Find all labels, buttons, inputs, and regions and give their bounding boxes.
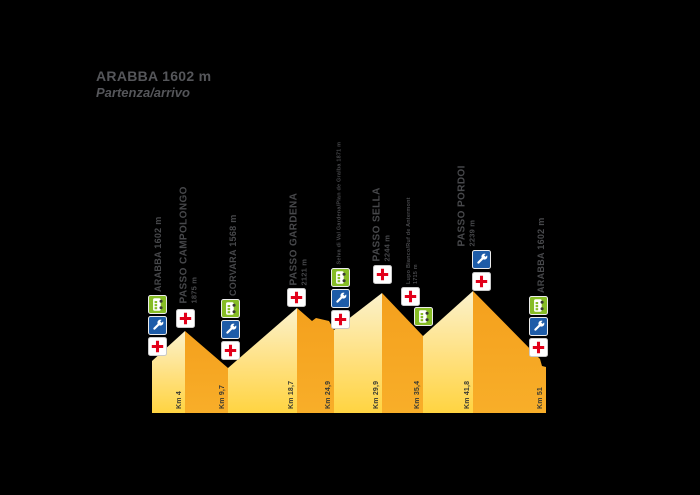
shuttle-bus-stop-icon [148, 295, 167, 314]
first-aid-icon [529, 338, 548, 357]
place-name: CORVARA 1568 m [228, 214, 238, 296]
first-aid-icon [148, 337, 167, 356]
start-finish-subtitle: Partenza/arrivo [96, 85, 190, 100]
label-arabba-finish: ARABBA 1602 m [536, 217, 546, 293]
label-passo-sella: PASSO SELLA 2244 m [371, 186, 393, 261]
shuttle-bus-stop-icon [414, 307, 433, 326]
km-marker: Km 18,7 [288, 380, 295, 409]
place-elevation: 1875 m [189, 276, 199, 303]
descent-face [185, 331, 228, 413]
first-aid-icon [373, 265, 392, 284]
shuttle-bus-stop-icon [331, 268, 350, 287]
km-marker: Km 51 [537, 386, 544, 409]
place-name: PASSO GARDENA [288, 192, 300, 285]
mechanical-assistance-icon [472, 250, 491, 269]
first-aid-icon [331, 310, 350, 329]
label-passo-gardena: PASSO GARDENA 2121 m [288, 192, 310, 285]
mechanical-assistance-icon [529, 317, 548, 336]
label-corvara: CORVARA 1568 m [228, 214, 238, 296]
place-elevation: 2121 m [299, 258, 309, 285]
ascent-face [228, 308, 297, 413]
place-name: PASSO CAMPOLONGO [178, 185, 190, 303]
first-aid-icon [176, 309, 195, 328]
place-elevation: 1715 m [412, 264, 419, 284]
place-name: Lupo Bianco/Ruf de Antermont [406, 197, 412, 284]
title-block: ARABBA 1602 m Partenza/arrivo [96, 68, 211, 101]
label-arabba-start: ARABBA 1602 m [153, 216, 163, 292]
ascent-face [423, 291, 473, 413]
km-marker: Km 9,7 [219, 384, 226, 409]
ascent-face [152, 331, 185, 413]
label-passo-campolongo: PASSO CAMPOLONGO 1875 m [178, 185, 200, 303]
km-marker: Km 29,9 [373, 380, 380, 409]
place-name: PASSO PORDOI [456, 164, 468, 246]
km-marker: Km 35,4 [414, 380, 421, 409]
label-passo-pordoi: PASSO PORDOI 2239 m [456, 164, 478, 246]
km-marker: Km 41,8 [464, 380, 471, 409]
descent-face [473, 291, 546, 413]
mechanical-assistance-icon [221, 320, 240, 339]
km-marker: Km 4 [176, 391, 183, 409]
label-lupo-bianco: Lupo Bianco/Ruf de Antermont 1715 m [406, 197, 419, 284]
place-name: Selva di Val Gardena/Plan de Gralba 1871… [336, 141, 343, 264]
place-elevation: 2244 m [382, 234, 392, 261]
place-name: ARABBA 1602 m [153, 216, 163, 292]
shuttle-bus-stop-icon [529, 296, 548, 315]
shuttle-bus-stop-icon [221, 299, 240, 318]
descent-face [382, 293, 423, 413]
start-point-title: ARABBA 1602 m [96, 68, 212, 84]
first-aid-icon [287, 288, 306, 307]
mechanical-assistance-icon [331, 289, 350, 308]
label-selva-plan-de-gralba: Selva di Val Gardena/Plan de Gralba 1871… [337, 141, 344, 264]
km-marker: Km 24,9 [325, 380, 332, 409]
descent-face [297, 308, 334, 413]
mechanical-assistance-icon [148, 316, 167, 335]
place-name: ARABBA 1602 m [536, 217, 546, 293]
place-name: PASSO SELLA [371, 186, 383, 261]
first-aid-icon [401, 287, 420, 306]
first-aid-icon [221, 341, 240, 360]
place-elevation: 2239 m [467, 219, 477, 246]
first-aid-icon [472, 272, 491, 291]
